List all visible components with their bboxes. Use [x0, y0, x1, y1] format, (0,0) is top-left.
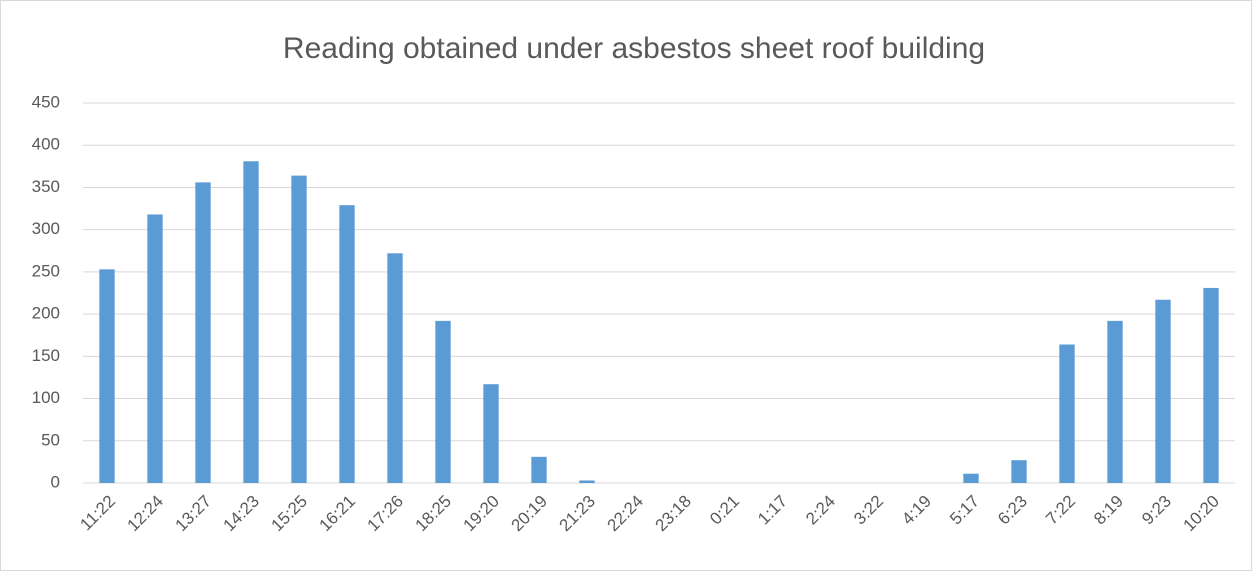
bar: [243, 161, 259, 483]
bar: [147, 214, 163, 483]
bar: [1059, 344, 1075, 483]
y-tick-label: 250: [32, 261, 60, 280]
bar: [195, 182, 211, 483]
bar: [483, 384, 499, 483]
bar: [387, 253, 403, 483]
y-tick-label: 400: [32, 135, 60, 154]
y-tick-label: 100: [32, 388, 60, 407]
bar: [531, 456, 547, 483]
y-tick-label: 200: [32, 304, 60, 323]
y-tick-label: 350: [32, 177, 60, 196]
chart-title: Reading obtained under asbestos sheet ro…: [283, 32, 985, 65]
bar: [339, 205, 355, 483]
y-tick-label: 150: [32, 346, 60, 365]
y-tick-label: 50: [41, 430, 60, 449]
bar: [1203, 287, 1219, 483]
bar: [1155, 299, 1171, 483]
bar: [579, 480, 595, 483]
y-tick-label: 450: [32, 92, 60, 111]
y-tick-label: 300: [32, 219, 60, 238]
bar: [1107, 320, 1123, 483]
bar: [1011, 460, 1027, 483]
y-tick-label: 0: [51, 472, 60, 491]
bar: [291, 175, 307, 483]
bar: [963, 473, 979, 483]
bar: [99, 269, 115, 483]
bar: [435, 320, 451, 483]
